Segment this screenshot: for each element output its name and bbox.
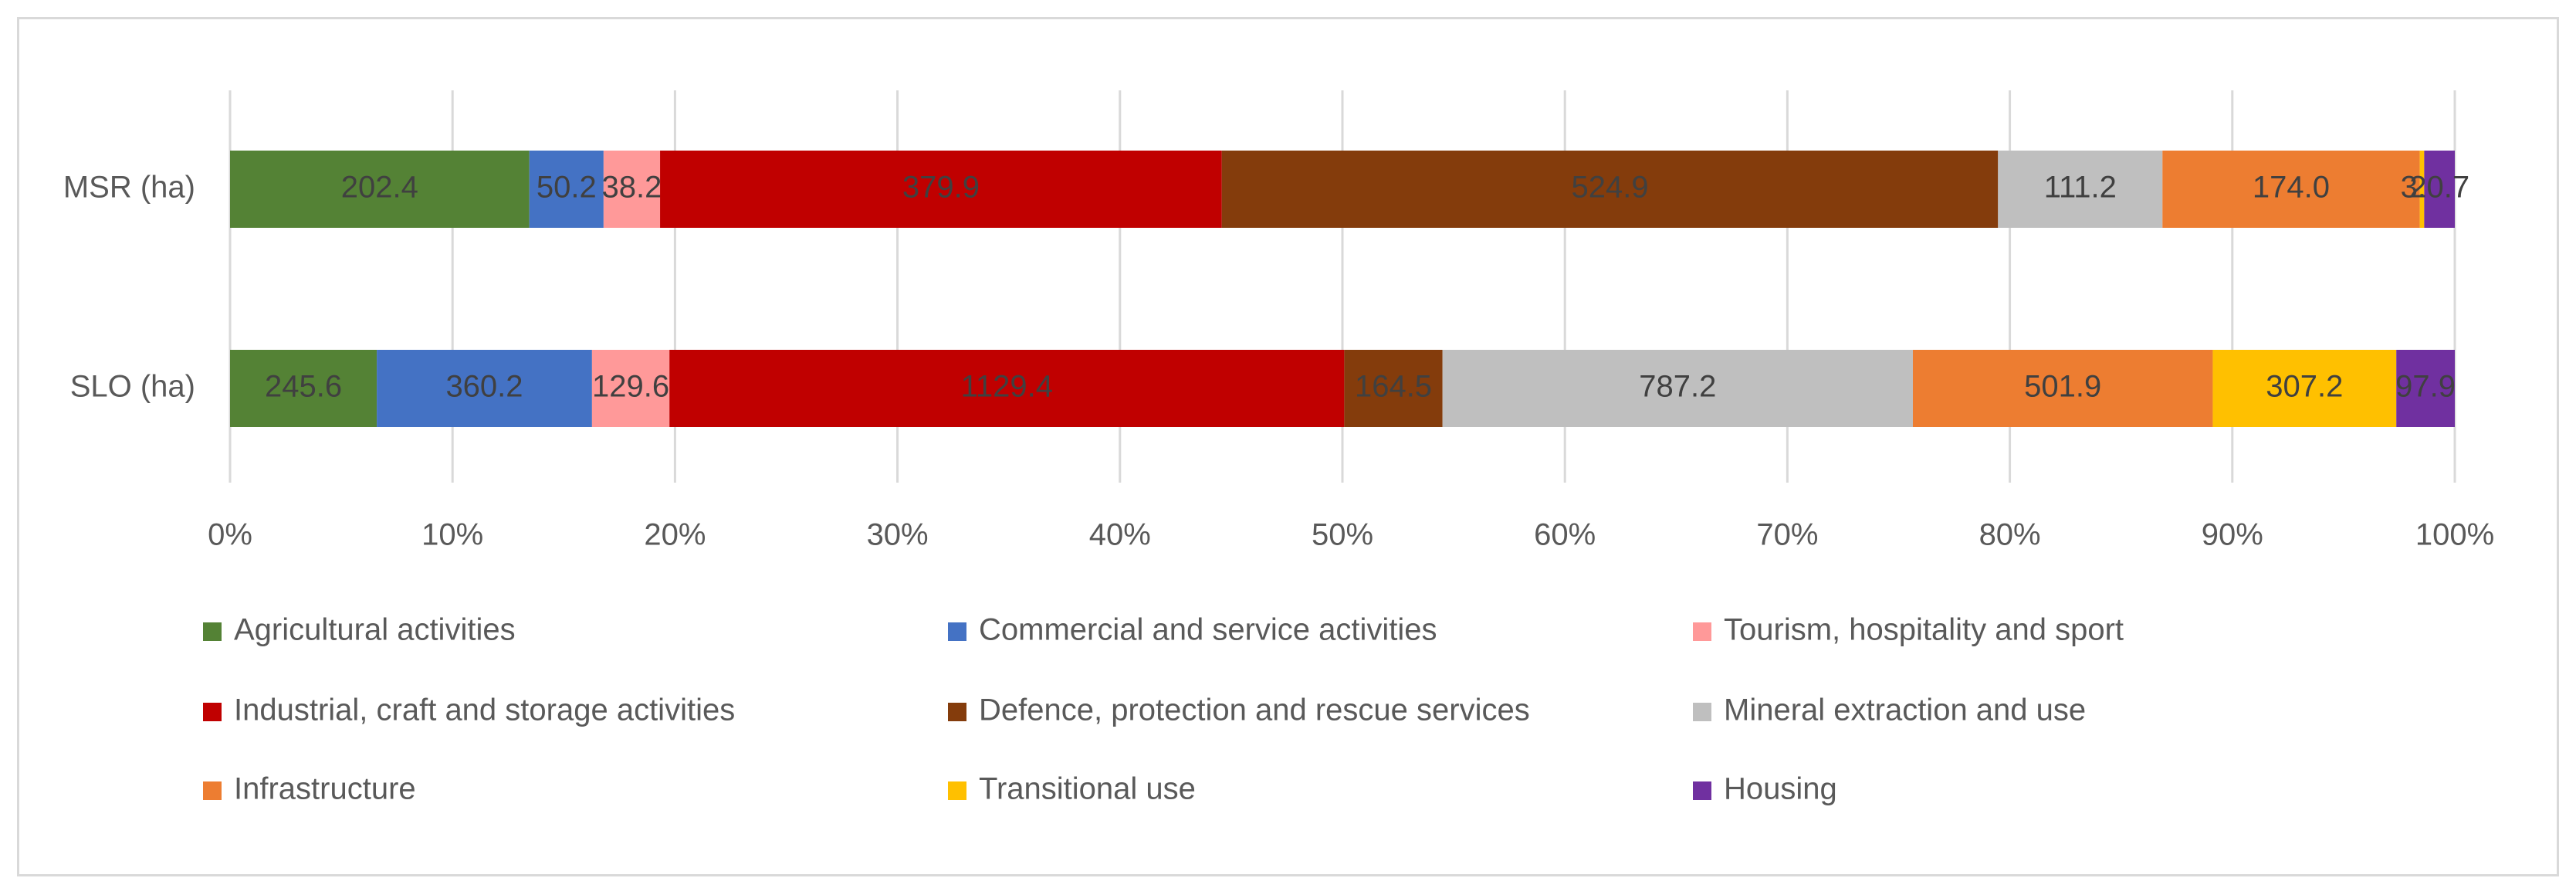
legend-swatch — [203, 703, 222, 721]
data-label: 787.2 — [1639, 370, 1716, 404]
stacked-bar-chart: 0% 10% 20% 30% 40% 50% 60% 70% 80% 90% 100% MSR (ha… — [63, 90, 2494, 806]
category-label: SLO (ha) — [70, 370, 195, 404]
data-label: 164.5 — [1355, 370, 1432, 404]
legend-label: Housing — [1724, 772, 1837, 806]
legend-swatch — [1693, 703, 1711, 721]
bar-segment — [230, 151, 530, 228]
x-tick-label: 50% — [1312, 518, 1373, 552]
legend-label: Commercial and service activities — [979, 613, 1437, 647]
legend-swatch — [948, 703, 966, 721]
data-label: 245.6 — [265, 370, 342, 404]
data-label: 360.2 — [445, 370, 523, 404]
bar-segment — [1442, 350, 1913, 427]
legend-swatch — [948, 622, 966, 641]
x-tick-label: 40% — [1089, 518, 1151, 552]
legend-swatch — [203, 622, 222, 641]
legend-swatch — [948, 781, 966, 800]
bar-segment — [660, 151, 1222, 228]
legend-label: Tourism, hospitality and sport — [1724, 613, 2124, 647]
data-label: 174.0 — [2253, 171, 2330, 205]
bar-segment — [377, 350, 592, 427]
bar-segment — [603, 151, 661, 228]
legend-swatch — [1693, 622, 1711, 641]
x-tick-label: 100% — [2415, 518, 2494, 552]
data-label: 129.6 — [592, 370, 669, 404]
bar-segment — [2424, 151, 2455, 228]
bar-segment — [2162, 151, 2420, 228]
bar-segment — [2396, 350, 2455, 427]
x-tick-label: 80% — [1979, 518, 2041, 552]
data-label: 38.2 — [602, 171, 662, 205]
x-tick-label: 20% — [644, 518, 706, 552]
x-tick-label: 90% — [2202, 518, 2263, 552]
bar-segment — [591, 350, 670, 427]
data-label: 97.9 — [2395, 370, 2456, 404]
bar-segment — [2419, 151, 2425, 228]
data-label: 20.7 — [2409, 171, 2469, 205]
legend-label: Mineral extraction and use — [1724, 693, 2086, 727]
legend-swatch — [203, 781, 222, 800]
x-tick-label: 10% — [421, 518, 483, 552]
data-label: 524.9 — [1571, 171, 1648, 205]
chart-frame: 0% 10% 20% 30% 40% 50% 60% 70% 80% 90% 100% MSR (ha… — [17, 17, 2559, 876]
bar-segment — [529, 151, 604, 228]
legend-label: Transitional use — [979, 772, 1196, 806]
data-label: 307.2 — [2266, 370, 2343, 404]
bar-segment — [1998, 151, 2163, 228]
data-label: 501.9 — [2024, 370, 2101, 404]
x-tick-label: 70% — [1756, 518, 1818, 552]
legend-label: Infrastructure — [234, 772, 416, 806]
x-tick-label: 60% — [1534, 518, 1596, 552]
legend-label: Agricultural activities — [234, 613, 516, 647]
bar-segment — [230, 350, 377, 427]
data-label: 379.9 — [902, 171, 980, 205]
bar-segment — [1221, 151, 1999, 228]
legend-label: Defence, protection and rescue services — [979, 693, 1530, 727]
legend-swatch — [1693, 781, 1711, 800]
x-tick-label: 30% — [867, 518, 929, 552]
data-label: 111.2 — [2044, 171, 2117, 205]
category-label: MSR (ha) — [63, 171, 195, 205]
legend-label: Industrial, craft and storage activities — [234, 693, 735, 727]
bar-segment — [1344, 350, 1443, 427]
bar-segment — [669, 350, 1345, 427]
data-label: 50.2 — [537, 171, 597, 205]
x-tick-label: 0% — [208, 518, 252, 552]
bar-segment — [1912, 350, 2213, 427]
data-label: 1129.4 — [961, 370, 1053, 404]
data-label: 202.4 — [341, 171, 418, 205]
bar-segment — [2212, 350, 2397, 427]
